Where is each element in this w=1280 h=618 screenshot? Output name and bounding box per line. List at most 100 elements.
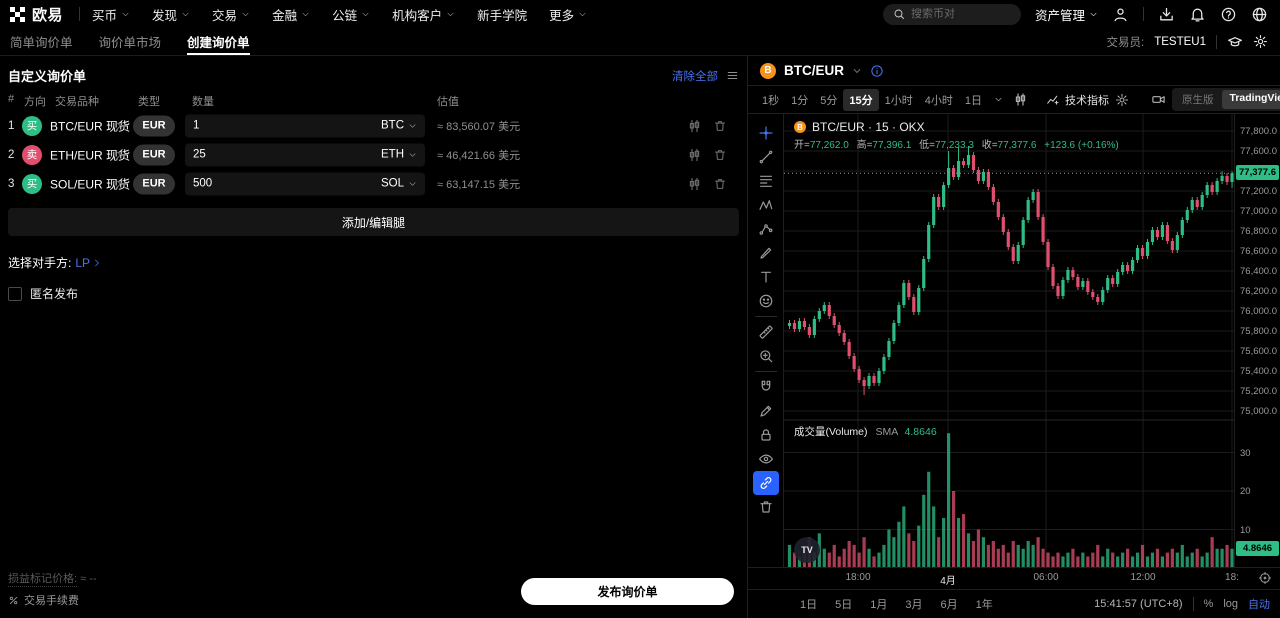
language-globe-icon[interactable] (1251, 6, 1268, 23)
auto-scale-button[interactable]: 自动 (1248, 599, 1270, 611)
chevron-right-icon[interactable] (114, 121, 124, 131)
search-box[interactable] (882, 3, 1021, 25)
timeframe-5分[interactable]: 5分 (820, 94, 838, 107)
price-axis[interactable]: 77,800.077,600.077,400.077,200.077,000.0… (1234, 114, 1280, 567)
amount-input[interactable] (193, 148, 381, 161)
menu-item-2[interactable]: 发现 (152, 5, 190, 24)
instrument-selector[interactable]: BTC/EUR 现货 (50, 119, 131, 133)
mode-tradingview[interactable]: TradingView (1221, 90, 1280, 109)
timeframe-4小时[interactable]: 4小时 (924, 94, 953, 107)
timeframe-15分[interactable]: 15分 (843, 88, 879, 111)
candle-style-icon[interactable] (1009, 92, 1032, 107)
clear-all-link[interactable]: 清除全部 (672, 70, 718, 83)
instrument-selector[interactable]: ETH/EUR 现货 (50, 148, 131, 162)
currency-toggle-button[interactable]: EUR (133, 173, 175, 194)
chart-settings-gear-icon[interactable] (1111, 93, 1133, 107)
counterparty-link[interactable]: LP (75, 256, 102, 270)
zoom-in-tool-icon[interactable] (753, 344, 779, 368)
delete-leg-trash-icon[interactable] (713, 177, 727, 191)
magnet-tool-icon[interactable] (753, 375, 779, 399)
mini-chart-icon[interactable] (687, 176, 702, 191)
panel-menu-icon[interactable] (726, 69, 739, 82)
timeframe-1小时[interactable]: 1小时 (884, 94, 913, 107)
tab-询价单市场[interactable]: 询价单市场 (98, 36, 162, 50)
graduation-cap-icon[interactable] (1227, 34, 1243, 50)
text-tool-icon[interactable] (753, 265, 779, 289)
fib-retracement-tool-icon[interactable] (753, 169, 779, 193)
amount-input[interactable] (193, 177, 381, 190)
menu-item-8[interactable]: 更多 (549, 5, 587, 24)
mini-chart-icon[interactable] (687, 118, 702, 133)
chevron-right-icon[interactable] (114, 150, 124, 160)
unit-dropdown[interactable]: SOL (381, 178, 417, 190)
instrument-selector[interactable]: SOL/EUR 现货 (50, 177, 131, 191)
timeframe-1秒[interactable]: 1秒 (762, 94, 780, 107)
download-icon[interactable] (1158, 6, 1175, 23)
amount-input[interactable] (193, 119, 381, 132)
unit-dropdown[interactable]: BTC (381, 120, 417, 132)
asset-management-menu[interactable]: 资产管理 (1035, 5, 1098, 24)
lock-drawings-tool-icon[interactable] (753, 423, 779, 447)
menu-item-5[interactable]: 公链 (332, 5, 370, 24)
trading-fee-label[interactable]: 交易手续费 (24, 595, 79, 607)
prediction-tool-icon[interactable] (753, 217, 779, 241)
chevron-right-icon[interactable] (114, 179, 124, 189)
currency-toggle-button[interactable]: EUR (133, 144, 175, 165)
anonymous-checkbox[interactable] (8, 286, 22, 301)
chevron-down-icon[interactable] (852, 66, 862, 76)
search-input[interactable] (910, 8, 1001, 20)
tab-创建询价单[interactable]: 创建询价单 (187, 28, 250, 55)
notifications-bell-icon[interactable] (1189, 6, 1206, 23)
emoji-tool-icon[interactable] (753, 289, 779, 313)
okx-logo[interactable]: 欧易 (10, 4, 63, 25)
pattern-tool-icon[interactable] (753, 193, 779, 217)
range-1月[interactable]: 1月 (870, 599, 888, 611)
range-1年[interactable]: 1年 (975, 599, 993, 611)
range-3月[interactable]: 3月 (905, 599, 923, 611)
delete-leg-trash-icon[interactable] (713, 148, 727, 162)
settings-gear-icon[interactable] (1253, 34, 1268, 49)
mini-chart-icon[interactable] (687, 147, 702, 162)
publish-rfq-button[interactable]: 发布询价单 (521, 578, 734, 605)
snapshot-camera-icon[interactable] (1147, 92, 1170, 107)
trader-name: TESTEU1 (1154, 35, 1206, 48)
range-1日[interactable]: 1日 (800, 599, 818, 611)
chart-canvas[interactable]: B BTC/EUR · 15 · OKX 开=77,262.0 高=77,396… (784, 114, 1234, 567)
delete-leg-trash-icon[interactable] (713, 119, 727, 133)
tradingview-logo[interactable]: TV (794, 537, 820, 563)
chevron-down-icon (361, 10, 370, 19)
tab-简单询价单[interactable]: 简单询价单 (10, 36, 73, 50)
timeframe-1日[interactable]: 1日 (964, 94, 982, 107)
profile-icon[interactable] (1112, 6, 1129, 23)
remove-drawings-tool-icon[interactable] (753, 495, 779, 519)
indicators-button[interactable]: 技术指标 (1046, 92, 1109, 108)
mode-native[interactable]: 原生版 (1182, 94, 1214, 106)
percent-scale-button[interactable]: % (1203, 598, 1214, 610)
chevron-down-icon[interactable] (990, 95, 1007, 104)
currency-toggle-button[interactable]: EUR (133, 115, 175, 136)
menu-item-6[interactable]: 机构客户 (392, 5, 455, 24)
go-to-realtime-icon[interactable] (1258, 571, 1272, 585)
drawing-edit-tool-icon[interactable] (753, 399, 779, 423)
menu-item-7[interactable]: 新手学院 (477, 8, 528, 23)
help-icon[interactable] (1220, 6, 1237, 23)
time-tick: 4月 (940, 576, 956, 587)
measure-tool-icon[interactable] (753, 320, 779, 344)
trendline-tool-icon[interactable] (753, 145, 779, 169)
chart-clock[interactable]: 15:41:57 (UTC+8) (1094, 598, 1183, 610)
sync-drawings-tool-icon[interactable] (752, 471, 779, 495)
range-5日[interactable]: 5日 (835, 599, 853, 611)
log-scale-button[interactable]: log (1223, 598, 1238, 610)
range-6月[interactable]: 6月 (940, 599, 958, 611)
menu-item-4[interactable]: 金融 (272, 5, 310, 24)
hide-drawings-tool-icon[interactable] (753, 447, 779, 471)
info-icon[interactable] (870, 64, 884, 78)
menu-item-1[interactable]: 买币 (92, 5, 130, 24)
timeframe-1分[interactable]: 1分 (791, 94, 809, 107)
crosshair-tool-icon[interactable] (753, 121, 779, 145)
menu-item-3[interactable]: 交易 (212, 5, 250, 24)
add-edit-leg-button[interactable]: 添加/编辑腿 (8, 208, 739, 236)
brush-tool-icon[interactable] (753, 241, 779, 265)
unit-dropdown[interactable]: ETH (381, 149, 417, 161)
time-axis[interactable]: 18:00 4月 06:00 12:00 18: (748, 567, 1280, 589)
